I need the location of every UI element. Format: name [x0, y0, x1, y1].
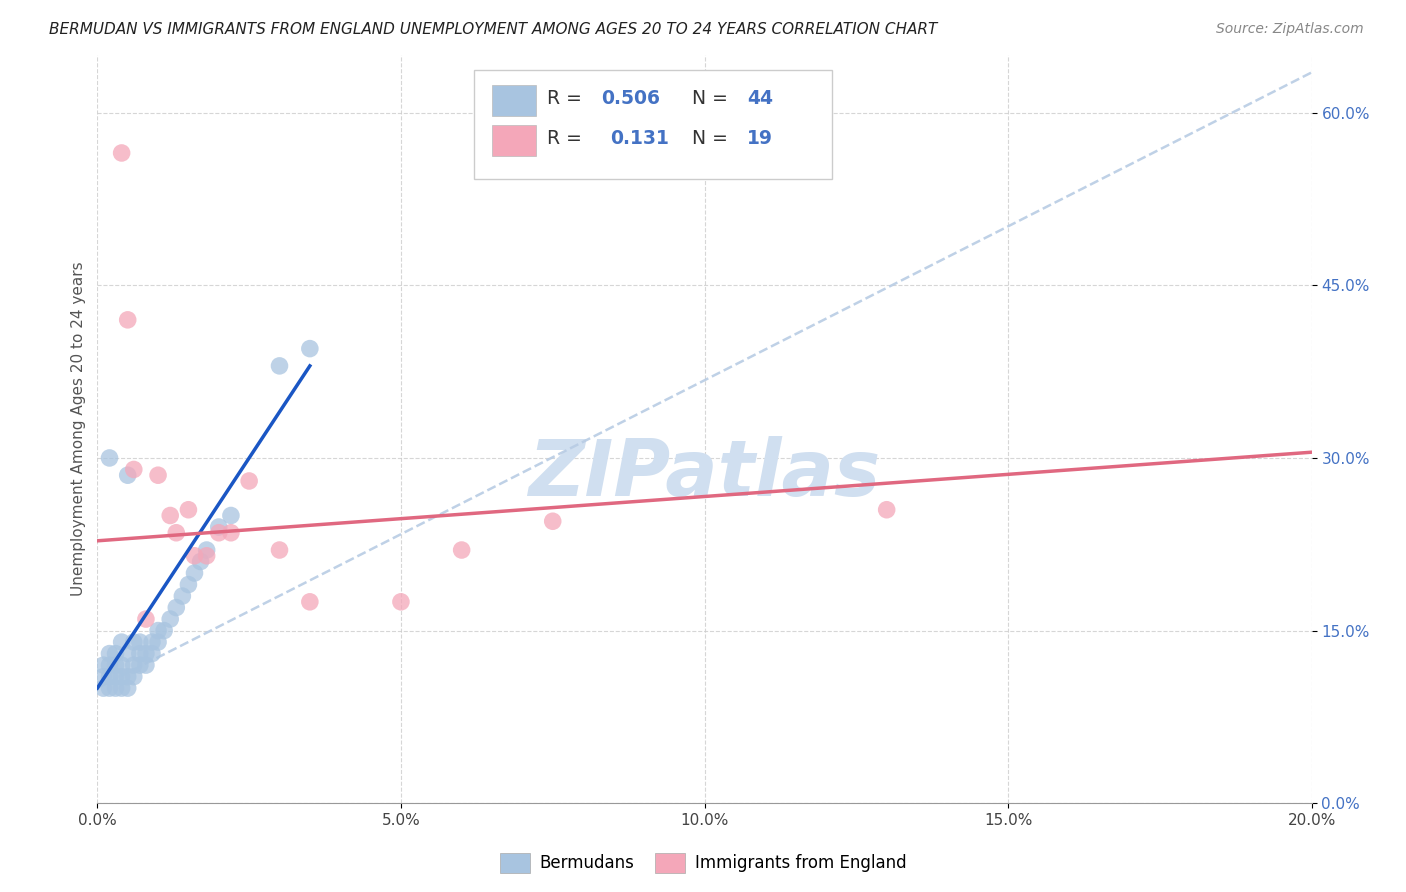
- FancyBboxPatch shape: [492, 85, 536, 117]
- Text: N =: N =: [692, 89, 734, 108]
- Point: [135, 612, 157, 626]
- Point: [122, 670, 145, 684]
- Point: [117, 468, 139, 483]
- Point: [159, 612, 181, 626]
- Point: [128, 658, 150, 673]
- Point: [111, 145, 134, 160]
- Point: [177, 577, 200, 591]
- Point: [111, 658, 134, 673]
- Point: [141, 647, 163, 661]
- Point: [190, 555, 212, 569]
- Point: [153, 624, 176, 638]
- Point: [104, 670, 127, 684]
- Point: [389, 595, 412, 609]
- Point: [238, 474, 260, 488]
- Text: ZIPatlas: ZIPatlas: [529, 436, 880, 512]
- Text: R =: R =: [547, 128, 593, 148]
- Point: [93, 681, 115, 695]
- Point: [117, 313, 139, 327]
- Point: [183, 549, 205, 563]
- Point: [98, 450, 121, 465]
- Point: [165, 600, 187, 615]
- Point: [93, 658, 115, 673]
- Text: 0.506: 0.506: [602, 89, 661, 108]
- Point: [269, 543, 291, 558]
- Point: [98, 681, 121, 695]
- Text: 19: 19: [747, 128, 773, 148]
- FancyBboxPatch shape: [474, 70, 832, 178]
- Point: [135, 647, 157, 661]
- Point: [135, 658, 157, 673]
- Point: [104, 658, 127, 673]
- Point: [208, 525, 231, 540]
- Point: [98, 658, 121, 673]
- Point: [219, 508, 242, 523]
- Point: [117, 670, 139, 684]
- Point: [146, 624, 169, 638]
- Point: [111, 681, 134, 695]
- Point: [117, 681, 139, 695]
- Point: [183, 566, 205, 580]
- Point: [298, 595, 321, 609]
- Point: [219, 525, 242, 540]
- Text: 44: 44: [747, 89, 773, 108]
- Text: Source: ZipAtlas.com: Source: ZipAtlas.com: [1216, 22, 1364, 37]
- Point: [165, 525, 187, 540]
- Text: 0.131: 0.131: [610, 128, 669, 148]
- Point: [146, 468, 169, 483]
- Point: [122, 658, 145, 673]
- Point: [98, 647, 121, 661]
- Point: [876, 502, 898, 516]
- Point: [104, 681, 127, 695]
- Point: [450, 543, 472, 558]
- FancyBboxPatch shape: [492, 125, 536, 156]
- Point: [98, 670, 121, 684]
- Point: [541, 514, 564, 528]
- Point: [159, 508, 181, 523]
- Point: [117, 647, 139, 661]
- Point: [104, 647, 127, 661]
- Point: [146, 635, 169, 649]
- Point: [172, 589, 194, 603]
- Point: [141, 635, 163, 649]
- Point: [298, 342, 321, 356]
- Point: [122, 635, 145, 649]
- Point: [111, 635, 134, 649]
- Point: [195, 549, 218, 563]
- Text: R =: R =: [547, 89, 588, 108]
- Point: [111, 670, 134, 684]
- Y-axis label: Unemployment Among Ages 20 to 24 years: Unemployment Among Ages 20 to 24 years: [72, 262, 86, 597]
- Legend: Bermudans, Immigrants from England: Bermudans, Immigrants from England: [494, 847, 912, 880]
- Point: [122, 462, 145, 476]
- Text: N =: N =: [692, 128, 734, 148]
- Point: [177, 502, 200, 516]
- Point: [93, 670, 115, 684]
- Point: [195, 543, 218, 558]
- Point: [128, 647, 150, 661]
- Text: BERMUDAN VS IMMIGRANTS FROM ENGLAND UNEMPLOYMENT AMONG AGES 20 TO 24 YEARS CORRE: BERMUDAN VS IMMIGRANTS FROM ENGLAND UNEM…: [49, 22, 938, 37]
- Point: [208, 520, 231, 534]
- Point: [128, 635, 150, 649]
- Point: [269, 359, 291, 373]
